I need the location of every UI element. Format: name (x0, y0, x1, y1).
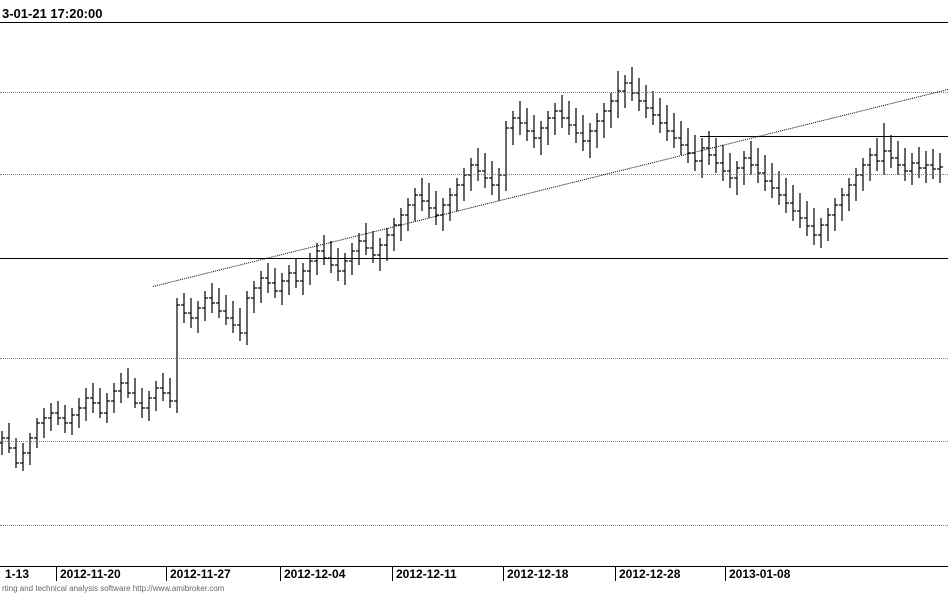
x-tick: 2012-11-20 (56, 567, 121, 581)
x-tick: 2012-12-11 (392, 567, 457, 581)
support-line (0, 258, 948, 259)
footer-text: rting and technical analysis software ht… (2, 584, 224, 593)
chart-title: 3-01-21 17:20:00 (2, 6, 102, 21)
gridline (0, 525, 948, 526)
gridline (0, 92, 948, 93)
plot-area[interactable] (0, 22, 948, 567)
x-tick: 2012-12-28 (615, 567, 680, 581)
gridline (0, 441, 948, 442)
resistance-line (700, 136, 948, 137)
gridline (0, 358, 948, 359)
x-axis: 1-13 2012-11-20 2012-11-27 2012-12-04 2012-1… (0, 567, 948, 585)
x-tick: 2013-01-08 (725, 567, 790, 581)
x-tick: 2012-12-04 (280, 567, 345, 581)
x-tick: 1-13 (2, 567, 29, 581)
x-tick: 2012-11-27 (166, 567, 231, 581)
x-tick: 2012-12-18 (503, 567, 568, 581)
gridline (0, 174, 948, 175)
chart-container: 3-01-21 17:20:00 1-13 2012-11-20 2012-11-2… (0, 0, 948, 593)
price-series (0, 23, 948, 568)
